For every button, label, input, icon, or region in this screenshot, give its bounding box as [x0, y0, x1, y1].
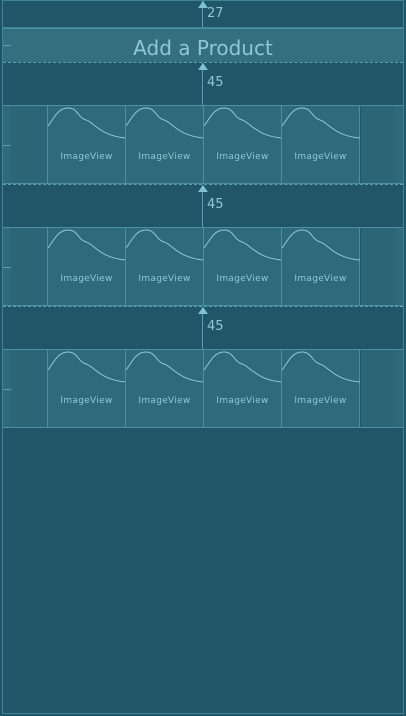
image-view-label: ImageView: [294, 152, 347, 162]
row-1-constraint-arrow-icon: [198, 63, 208, 70]
image-view-label: ImageView: [138, 152, 191, 162]
row-3-constraint-line: [202, 307, 203, 349]
image-curve-icon: [126, 229, 204, 261]
image-view-label: ImageView: [294, 274, 347, 284]
image-curve-icon: [48, 351, 126, 383]
title-bar[interactable]: Add a Product: [3, 28, 403, 62]
row-left-margin: [3, 106, 47, 183]
image-view-label: ImageView: [60, 152, 113, 162]
row-1-constraint-line: [202, 63, 203, 105]
row-2-dashed-divider: [3, 306, 403, 308]
row-tick: [3, 389, 11, 390]
row-right-margin: [361, 228, 403, 305]
row-3-constraint-label: 45: [207, 319, 224, 334]
top-constraint-label: 27: [207, 6, 224, 21]
row-tick: [3, 267, 11, 268]
image-view-label: ImageView: [294, 396, 347, 406]
image-view-label: ImageView: [138, 396, 191, 406]
image-curve-icon: [204, 229, 282, 261]
row-2-constraint-label: 45: [207, 197, 224, 212]
image-curve-icon: [48, 107, 126, 139]
image-row-1[interactable]: ImageView ImageView ImageView ImageView: [3, 105, 403, 184]
title-tick: [3, 45, 11, 46]
image-view-label: ImageView: [60, 396, 113, 406]
row-1-constraint-label: 45: [207, 75, 224, 90]
page-title: Add a Product: [133, 36, 273, 60]
title-dashed-divider: [3, 62, 403, 64]
image-view-label: ImageView: [216, 152, 269, 162]
row-3-constraint-arrow-icon: [198, 307, 208, 314]
image-view[interactable]: ImageView: [125, 350, 204, 427]
row-2-constraint-arrow-icon: [198, 185, 208, 192]
image-view[interactable]: ImageView: [203, 106, 282, 183]
image-view[interactable]: ImageView: [47, 228, 126, 305]
image-curve-icon: [204, 351, 282, 383]
image-row-3[interactable]: ImageView ImageView ImageView ImageView: [3, 349, 403, 428]
row-2-constraint-line: [202, 185, 203, 227]
row-left-margin: [3, 350, 47, 427]
image-view[interactable]: ImageView: [281, 350, 360, 427]
divider: [3, 27, 403, 28]
image-curve-icon: [126, 107, 204, 139]
row-tick: [3, 145, 11, 146]
image-view-label: ImageView: [138, 274, 191, 284]
image-view-label: ImageView: [60, 274, 113, 284]
image-curve-icon: [126, 351, 204, 383]
image-view[interactable]: ImageView: [125, 106, 204, 183]
image-view[interactable]: ImageView: [47, 350, 126, 427]
row-1-dashed-divider: [3, 184, 403, 186]
row-left-margin: [3, 228, 47, 305]
image-row-2[interactable]: ImageView ImageView ImageView ImageView: [3, 227, 403, 306]
image-curve-icon: [204, 107, 282, 139]
top-constraint-arrow-icon: [198, 1, 208, 8]
image-curve-icon: [282, 229, 360, 261]
image-curve-icon: [282, 107, 360, 139]
row-right-margin: [361, 350, 403, 427]
image-view[interactable]: ImageView: [281, 106, 360, 183]
top-constraint-line: [202, 1, 203, 28]
image-view-label: ImageView: [216, 396, 269, 406]
image-view[interactable]: ImageView: [47, 106, 126, 183]
image-view[interactable]: ImageView: [281, 228, 360, 305]
image-curve-icon: [48, 229, 126, 261]
image-view[interactable]: ImageView: [203, 350, 282, 427]
image-view[interactable]: ImageView: [125, 228, 204, 305]
image-curve-icon: [282, 351, 360, 383]
image-view-label: ImageView: [216, 274, 269, 284]
image-view[interactable]: ImageView: [203, 228, 282, 305]
row-right-margin: [361, 106, 403, 183]
